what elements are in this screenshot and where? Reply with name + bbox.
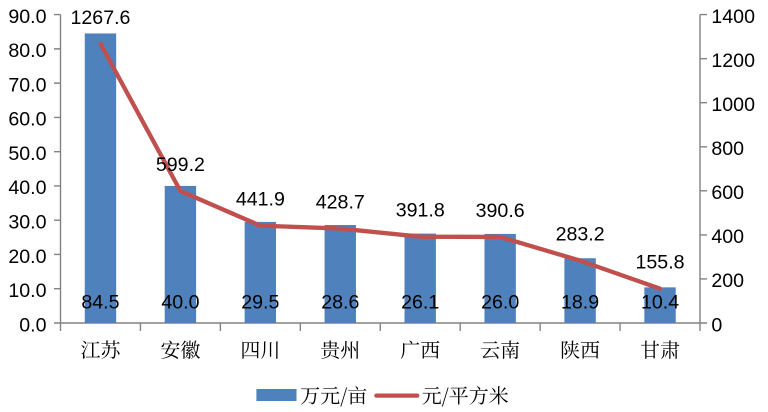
svg-text:155.8: 155.8 bbox=[636, 252, 685, 274]
svg-text:18.9: 18.9 bbox=[561, 292, 599, 314]
svg-text:20.0: 20.0 bbox=[8, 246, 46, 268]
svg-text:0: 0 bbox=[711, 314, 722, 336]
svg-text:50.0: 50.0 bbox=[8, 143, 46, 165]
svg-text:200: 200 bbox=[711, 270, 744, 292]
svg-text:1267.6: 1267.6 bbox=[71, 7, 131, 29]
svg-text:0.0: 0.0 bbox=[19, 314, 46, 336]
svg-text:1200: 1200 bbox=[711, 50, 755, 72]
svg-text:40.0: 40.0 bbox=[161, 292, 199, 314]
svg-text:70.0: 70.0 bbox=[8, 74, 46, 96]
svg-text:428.7: 428.7 bbox=[316, 192, 365, 214]
svg-text:30.0: 30.0 bbox=[8, 212, 46, 234]
svg-text:599.2: 599.2 bbox=[156, 154, 205, 176]
svg-text:283.2: 283.2 bbox=[556, 224, 605, 246]
svg-text:390.6: 390.6 bbox=[476, 200, 525, 222]
svg-text:90.0: 90.0 bbox=[8, 6, 46, 28]
svg-text:29.5: 29.5 bbox=[241, 292, 279, 314]
svg-text:441.9: 441.9 bbox=[236, 189, 285, 211]
svg-text:10.0: 10.0 bbox=[8, 280, 46, 302]
svg-text:1000: 1000 bbox=[711, 94, 755, 116]
svg-text:40.0: 40.0 bbox=[8, 177, 46, 199]
svg-text:400: 400 bbox=[711, 226, 744, 248]
svg-text:391.8: 391.8 bbox=[396, 200, 445, 222]
svg-text:60.0: 60.0 bbox=[8, 109, 46, 131]
svg-text:84.5: 84.5 bbox=[81, 292, 119, 314]
svg-text:80.0: 80.0 bbox=[8, 40, 46, 62]
svg-text:10.4: 10.4 bbox=[641, 292, 679, 314]
svg-text:28.6: 28.6 bbox=[321, 292, 359, 314]
svg-text:26.0: 26.0 bbox=[481, 292, 519, 314]
svg-text:26.1: 26.1 bbox=[401, 292, 439, 314]
svg-text:1400: 1400 bbox=[711, 6, 755, 28]
svg-text:600: 600 bbox=[711, 182, 744, 204]
svg-text:800: 800 bbox=[711, 138, 744, 160]
